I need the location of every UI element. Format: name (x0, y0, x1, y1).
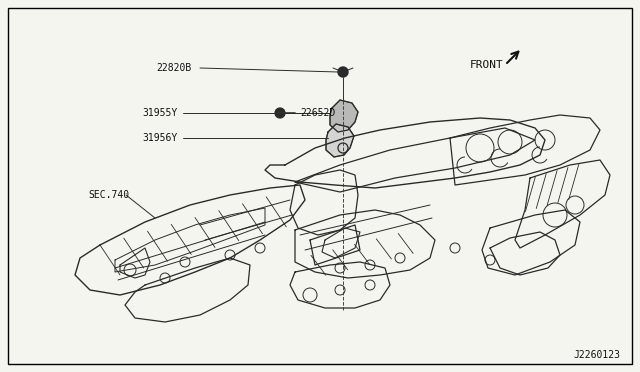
Text: 22820B: 22820B (157, 63, 192, 73)
Text: J2260123: J2260123 (573, 350, 620, 360)
Text: 22652D: 22652D (300, 108, 335, 118)
Text: 31956Y: 31956Y (143, 133, 178, 143)
Text: SEC.740: SEC.740 (88, 190, 129, 200)
Polygon shape (326, 124, 354, 157)
Text: FRONT: FRONT (470, 60, 504, 70)
Text: 31955Y: 31955Y (143, 108, 178, 118)
Polygon shape (330, 100, 358, 132)
Circle shape (338, 67, 348, 77)
Circle shape (275, 108, 285, 118)
